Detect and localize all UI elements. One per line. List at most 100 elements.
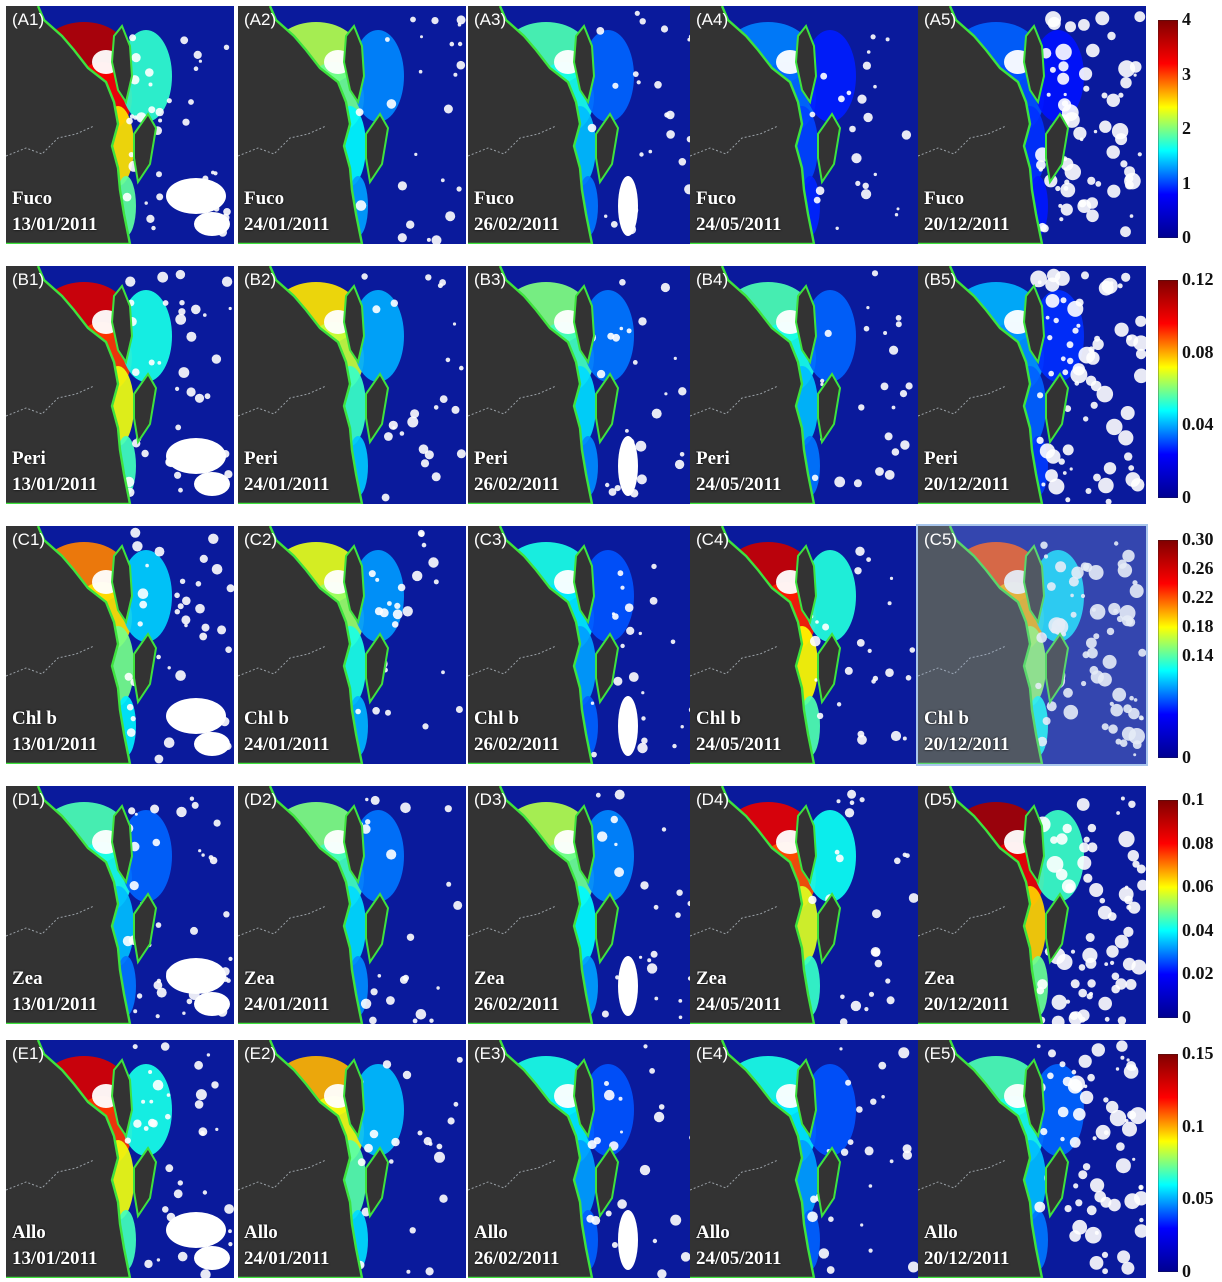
- pigment-label: Zea: [696, 968, 727, 989]
- satellite-map: [238, 6, 466, 244]
- satellite-map: [6, 1040, 234, 1278]
- map-panel: (E1) Allo 13/01/2011: [6, 1040, 234, 1278]
- satellite-map: [6, 6, 234, 244]
- date-label: 20/12/2011: [924, 734, 1010, 755]
- coastline: [468, 266, 594, 504]
- colorbar-tick-label: 0.08: [1182, 341, 1214, 362]
- coastline: [690, 266, 816, 504]
- river: [238, 125, 327, 157]
- map-panel: (A2) Fuco 24/01/2011: [238, 6, 466, 244]
- island: [572, 1058, 596, 1139]
- satellite-map: [468, 1040, 696, 1278]
- peninsula: [365, 372, 390, 445]
- coastline: [690, 1040, 816, 1278]
- pigment-label: Zea: [924, 968, 955, 989]
- date-label: 26/02/2011: [474, 474, 560, 495]
- river: [918, 905, 1007, 937]
- colorbar-tick-label: 4: [1182, 9, 1191, 29]
- date-label: 20/12/2011: [924, 474, 1010, 495]
- coastline: [238, 526, 364, 764]
- satellite-map: [238, 266, 466, 504]
- panel-id: (B5): [924, 270, 957, 289]
- peninsula: [817, 632, 842, 705]
- panel-id: (B4): [696, 270, 729, 289]
- peninsula: [595, 632, 620, 705]
- river: [468, 905, 557, 937]
- land-mass: [6, 266, 130, 504]
- island: [1022, 284, 1046, 365]
- colorbar-tick-label: 0: [1182, 487, 1191, 507]
- map-panel: (C2) Chl b 24/01/2011: [238, 526, 466, 764]
- coastline: [6, 786, 132, 1024]
- colorbar-tick-label: 3: [1182, 63, 1191, 84]
- island: [342, 24, 366, 105]
- land-mass: [6, 1040, 130, 1278]
- map-panel: (B5) Peri 20/12/2011: [918, 266, 1146, 504]
- pigment-label: Peri: [474, 448, 508, 469]
- colorbar: [1158, 800, 1178, 1018]
- colorbar-gradient: [1158, 540, 1178, 758]
- island: [794, 24, 818, 105]
- map-panel: (D3) Zea 26/02/2011: [468, 786, 696, 1024]
- colorbar-gradient: [1158, 20, 1178, 238]
- colorbar-tick-label: 1: [1182, 172, 1191, 193]
- land-mass: [918, 6, 1042, 244]
- map-panel: (A3) Fuco 26/02/2011: [468, 6, 696, 244]
- island: [342, 284, 366, 365]
- colorbar-tick-label: 0.08: [1182, 832, 1214, 853]
- satellite-map: [918, 6, 1146, 244]
- date-label: 13/01/2011: [12, 1248, 98, 1269]
- island: [1022, 1058, 1046, 1139]
- colorbar: [1158, 540, 1178, 758]
- peninsula: [595, 372, 620, 445]
- panel-id: (D2): [244, 790, 278, 809]
- colorbar-tick-label: 0.26: [1182, 558, 1214, 579]
- satellite-map: [918, 526, 1146, 764]
- coastline: [690, 526, 816, 764]
- date-label: 24/05/2011: [696, 474, 782, 495]
- map-panel: (B4) Peri 24/05/2011: [690, 266, 918, 504]
- colorbar-tick-label: 0.1: [1182, 789, 1205, 809]
- panel-id: (B1): [12, 270, 45, 289]
- island: [110, 804, 134, 885]
- colorbar-tick-label: 0.1: [1182, 1115, 1205, 1136]
- coastline: [690, 6, 816, 244]
- satellite-map: [468, 526, 696, 764]
- river: [468, 645, 557, 677]
- pigment-label: Fuco: [474, 188, 515, 209]
- panel-id: (B2): [244, 270, 277, 289]
- cloud-cover: [92, 1042, 234, 1278]
- colorbar-tick-label: 0: [1182, 227, 1191, 247]
- coastline: [918, 786, 1044, 1024]
- map-panel: (E5) Allo 20/12/2011: [918, 1040, 1146, 1278]
- river: [690, 125, 779, 157]
- river: [6, 645, 95, 677]
- river: [6, 1159, 95, 1191]
- peninsula: [817, 892, 842, 965]
- map-panel: (D2) Zea 24/01/2011: [238, 786, 466, 1024]
- island: [572, 544, 596, 625]
- island: [342, 544, 366, 625]
- satellite-map: [6, 266, 234, 504]
- island: [572, 804, 596, 885]
- island: [110, 24, 134, 105]
- date-label: 20/12/2011: [924, 994, 1010, 1015]
- date-label: 13/01/2011: [12, 734, 98, 755]
- panel-id: (E3): [474, 1044, 507, 1063]
- island: [342, 1058, 366, 1139]
- coastline: [690, 786, 816, 1024]
- peninsula: [1045, 892, 1070, 965]
- pigment-label: Allo: [474, 1222, 508, 1243]
- cloud-cover: [92, 796, 233, 1019]
- river: [918, 1159, 1007, 1191]
- island: [1022, 804, 1046, 885]
- peninsula: [1045, 632, 1070, 705]
- coastline: [468, 526, 594, 764]
- panel-id: (D4): [696, 790, 730, 809]
- panel-id: (A1): [12, 10, 45, 29]
- river: [468, 385, 557, 417]
- date-label: 24/01/2011: [244, 734, 330, 755]
- date-label: 26/02/2011: [474, 1248, 560, 1269]
- satellite-map: [918, 1040, 1146, 1278]
- panel-id: (E4): [696, 1044, 729, 1063]
